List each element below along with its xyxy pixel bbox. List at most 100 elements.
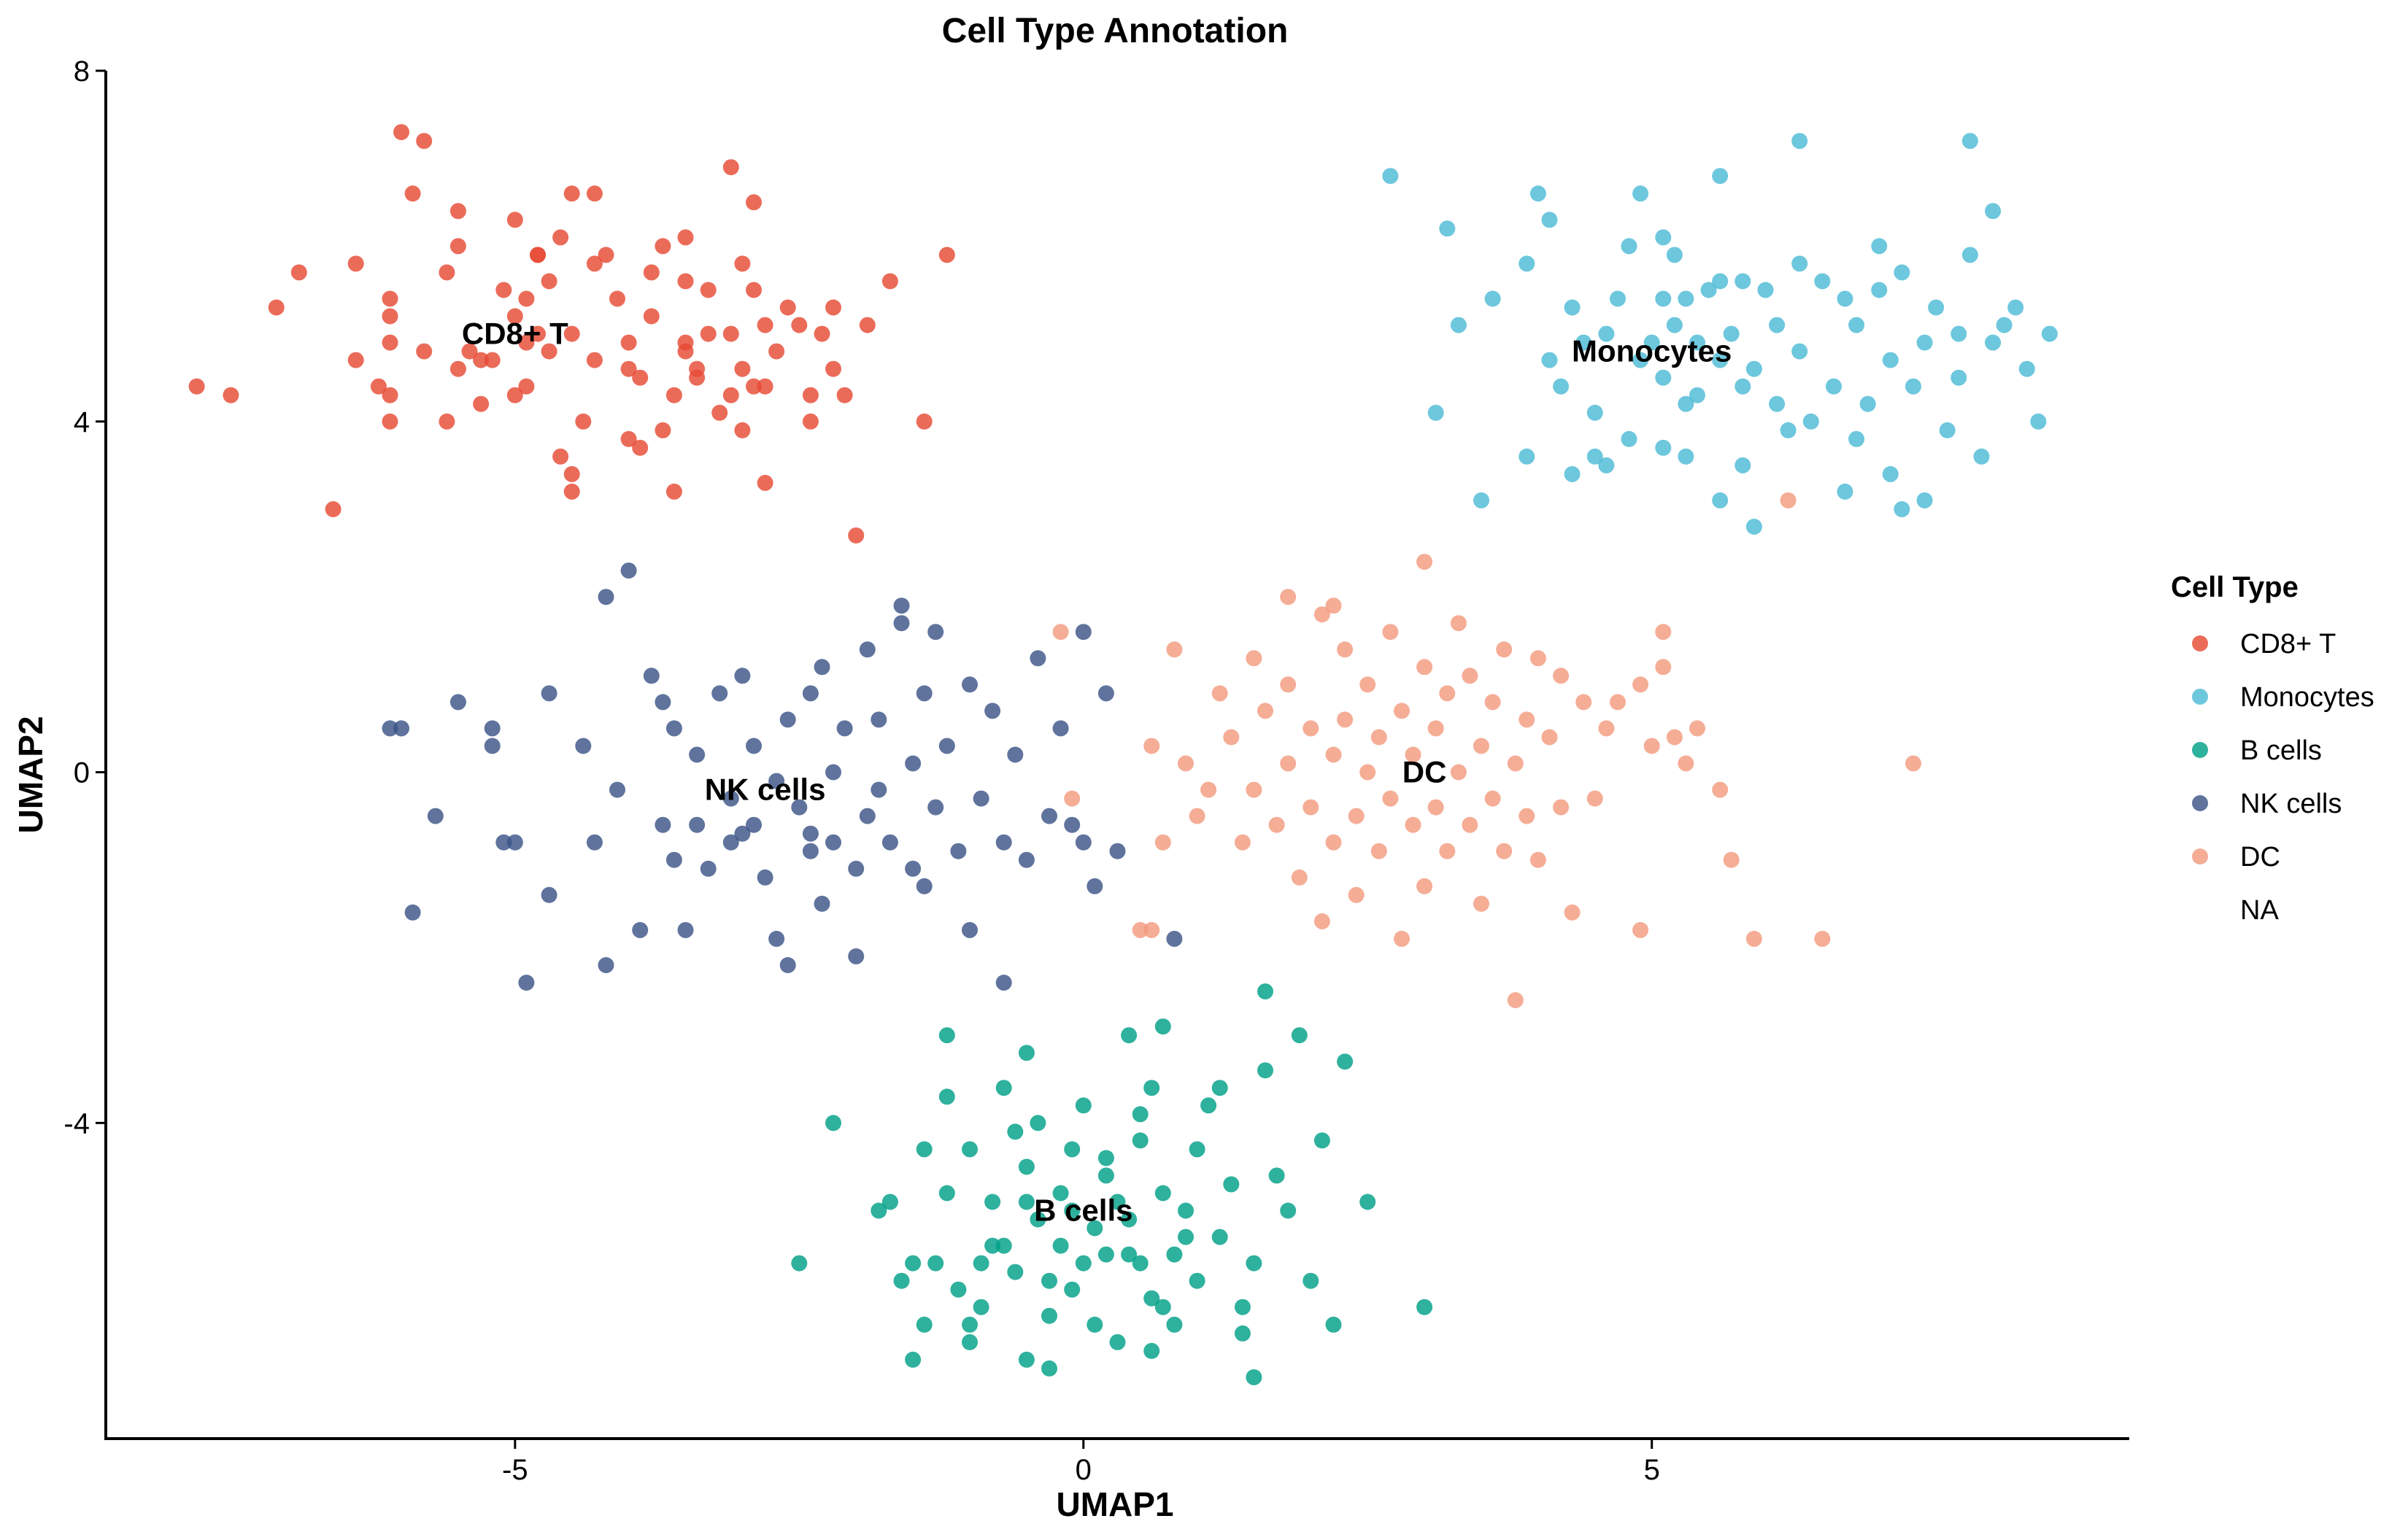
data-point bbox=[530, 247, 546, 263]
data-point bbox=[848, 948, 865, 964]
data-point bbox=[825, 360, 841, 377]
data-point bbox=[665, 387, 682, 403]
data-point bbox=[1166, 1246, 1183, 1263]
data-point bbox=[1916, 492, 1933, 508]
data-point bbox=[1359, 1194, 1376, 1210]
data-point bbox=[995, 1080, 1012, 1096]
data-point bbox=[814, 659, 830, 676]
data-point bbox=[1007, 746, 1024, 763]
data-point bbox=[427, 808, 444, 824]
data-point bbox=[1041, 1307, 1057, 1324]
data-point bbox=[700, 325, 717, 342]
data-point bbox=[1234, 1299, 1251, 1315]
data-point bbox=[632, 921, 649, 938]
data-point bbox=[643, 668, 660, 684]
data-point bbox=[768, 773, 785, 789]
data-point bbox=[734, 668, 751, 684]
data-point bbox=[563, 465, 580, 482]
data-point bbox=[1041, 808, 1057, 824]
data-point bbox=[1416, 659, 1433, 676]
series-b-cells bbox=[791, 983, 1433, 1385]
data-point bbox=[871, 1202, 887, 1219]
data-point bbox=[814, 325, 830, 342]
data-point bbox=[1496, 641, 1513, 658]
data-point bbox=[677, 921, 694, 938]
data-point bbox=[598, 589, 614, 606]
data-point bbox=[916, 1141, 933, 1158]
data-point bbox=[382, 720, 398, 737]
data-point bbox=[1621, 238, 1637, 255]
cluster-label-cd8-t: CD8+ T bbox=[462, 317, 568, 351]
data-point bbox=[1246, 781, 1262, 798]
data-point bbox=[1087, 1220, 1103, 1237]
data-point bbox=[802, 413, 819, 430]
data-point bbox=[1814, 273, 1831, 290]
data-point bbox=[893, 597, 910, 614]
data-point bbox=[734, 422, 751, 438]
data-point bbox=[506, 834, 523, 851]
data-point bbox=[1359, 764, 1376, 781]
data-point bbox=[1303, 799, 1319, 816]
data-point bbox=[881, 834, 898, 851]
data-point bbox=[950, 843, 967, 859]
data-point bbox=[1337, 641, 1354, 658]
data-point bbox=[1154, 834, 1171, 851]
data-point bbox=[1325, 1316, 1342, 1333]
data-point bbox=[1291, 1027, 1308, 1044]
data-point bbox=[1837, 483, 1853, 500]
data-point bbox=[1132, 921, 1149, 938]
data-point bbox=[700, 282, 717, 298]
data-point bbox=[609, 290, 625, 307]
data-point bbox=[825, 764, 841, 781]
data-point bbox=[1121, 1246, 1138, 1263]
chart-title: Cell Type Annotation bbox=[942, 12, 1289, 50]
data-point bbox=[655, 694, 671, 711]
data-point bbox=[1894, 501, 1910, 517]
data-point bbox=[1223, 1176, 1240, 1193]
legend-title: Cell Type bbox=[2171, 571, 2299, 603]
data-point bbox=[1780, 422, 1797, 438]
data-point bbox=[1826, 378, 1842, 395]
axis-ticks: -5 0 5 -4 0 4 8 bbox=[63, 55, 1659, 1486]
data-point bbox=[1018, 1194, 1035, 1210]
data-point bbox=[1382, 624, 1399, 641]
data-point bbox=[1143, 738, 1160, 754]
data-point bbox=[506, 212, 523, 228]
data-point bbox=[1325, 746, 1342, 763]
data-point bbox=[1586, 790, 1603, 807]
data-point bbox=[1655, 624, 1672, 641]
data-point bbox=[1211, 1080, 1228, 1096]
data-point bbox=[2018, 360, 2035, 377]
data-point bbox=[1041, 1272, 1057, 1289]
data-point bbox=[1370, 843, 1387, 859]
data-point bbox=[950, 1281, 967, 1298]
data-point bbox=[1666, 247, 1683, 263]
data-point bbox=[1712, 352, 1729, 368]
data-point bbox=[439, 264, 455, 281]
data-point bbox=[848, 527, 865, 543]
data-point bbox=[1109, 1194, 1126, 1210]
data-point bbox=[1780, 492, 1797, 508]
data-point bbox=[927, 1255, 944, 1272]
data-point bbox=[1121, 1211, 1138, 1228]
data-point bbox=[1007, 1123, 1024, 1140]
data-point bbox=[586, 185, 603, 202]
data-point bbox=[382, 308, 398, 325]
data-point bbox=[1087, 1316, 1103, 1333]
data-point bbox=[1246, 1255, 1262, 1272]
data-point bbox=[1529, 185, 1546, 202]
data-point bbox=[881, 273, 898, 290]
data-point bbox=[1280, 676, 1297, 693]
data-point bbox=[1473, 738, 1489, 754]
data-point bbox=[1064, 1281, 1081, 1298]
data-point bbox=[1496, 843, 1513, 859]
data-point bbox=[984, 1237, 1001, 1254]
data-point bbox=[1905, 378, 1921, 395]
data-point bbox=[1348, 808, 1365, 824]
data-point bbox=[1871, 238, 1888, 255]
data-point bbox=[1087, 878, 1103, 894]
data-point bbox=[722, 790, 739, 807]
data-point bbox=[1598, 325, 1615, 342]
data-point bbox=[1610, 290, 1626, 307]
data-point bbox=[1745, 930, 1762, 947]
